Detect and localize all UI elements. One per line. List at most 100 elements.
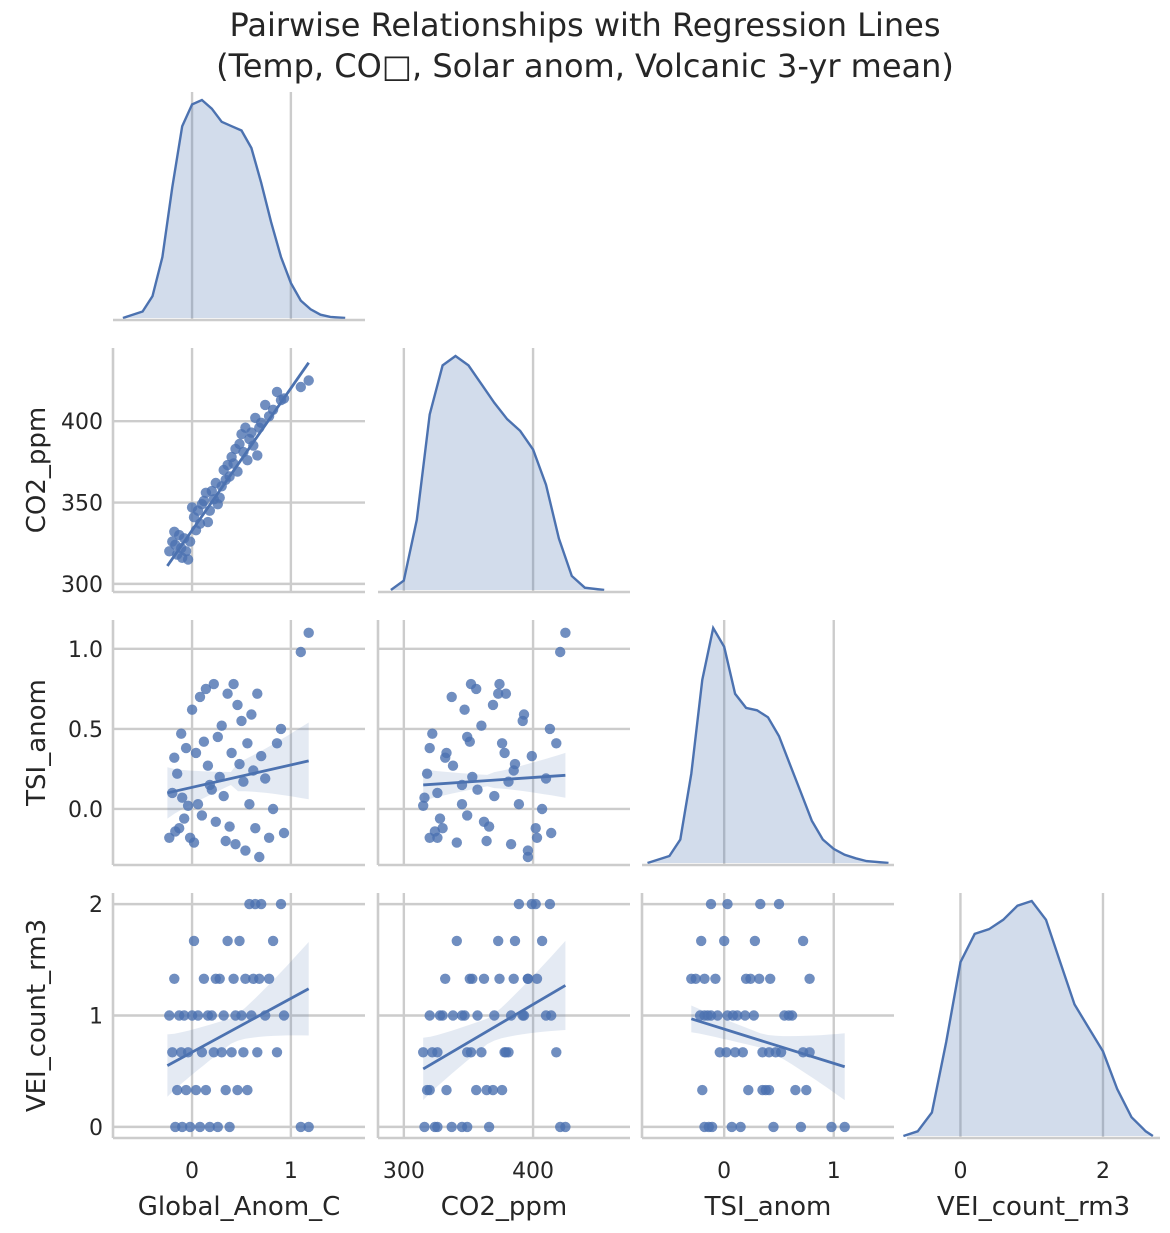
scatter-point bbox=[180, 1084, 192, 1096]
scatter-point bbox=[236, 1010, 247, 1021]
scatter-point bbox=[440, 973, 451, 984]
scatter-point bbox=[263, 973, 275, 984]
scatter-point bbox=[254, 973, 265, 984]
scatter-point bbox=[182, 800, 194, 811]
scatter-point bbox=[194, 518, 206, 529]
scatter-point bbox=[508, 765, 519, 776]
scatter-point bbox=[768, 1121, 779, 1133]
scatter-point bbox=[493, 688, 504, 699]
scatter-point bbox=[487, 1084, 499, 1096]
scatter-point bbox=[526, 898, 537, 910]
axis-labels: 300 350 400 0.0 0.5 1.0 0 1 2 0 1 Global_Anom_C 300 4… bbox=[22, 407, 1130, 1222]
scatter-point bbox=[184, 536, 196, 547]
scatter-point bbox=[795, 1121, 807, 1133]
scatter-point bbox=[465, 678, 477, 690]
scatter-point bbox=[278, 827, 290, 839]
scatter-point bbox=[560, 1121, 571, 1133]
scatter-point bbox=[424, 1084, 435, 1096]
scatter-point bbox=[260, 1010, 271, 1021]
scatter-point bbox=[242, 738, 253, 749]
kde-line-Global_Anom_C bbox=[122, 98, 346, 320]
scatter-point bbox=[441, 747, 452, 759]
scatter-point bbox=[192, 1010, 204, 1021]
regression-line bbox=[422, 984, 567, 1071]
scatter-point bbox=[184, 1121, 196, 1133]
scatter-point bbox=[177, 792, 188, 803]
panel-TSI_anom-vs-Global_Anom_C bbox=[111, 620, 365, 867]
panel-Global_Anom_C-vs-Global_Anom_C bbox=[113, 92, 365, 322]
scatter-point bbox=[783, 1010, 794, 1021]
scatter-point bbox=[295, 381, 306, 393]
scatter-point bbox=[705, 898, 717, 910]
scatter-point bbox=[476, 720, 487, 731]
scatter-point bbox=[526, 750, 537, 762]
scatter-point bbox=[489, 1010, 500, 1021]
scatter-point bbox=[208, 1047, 219, 1058]
scatter-point bbox=[432, 787, 443, 799]
scatter-point bbox=[174, 823, 185, 834]
scatter-point bbox=[244, 799, 255, 810]
scatter-point bbox=[267, 935, 279, 947]
scatter-point bbox=[208, 678, 219, 690]
scatter-point bbox=[194, 1121, 206, 1133]
scatter-point bbox=[218, 790, 229, 802]
figure-title-line2: (Temp, CO□, Solar anom, Volcanic 3-yr me… bbox=[216, 47, 954, 85]
scatter-point bbox=[494, 678, 505, 690]
ytick-label: 0.0 bbox=[68, 798, 103, 823]
scatter-point bbox=[263, 832, 275, 843]
scatter-point bbox=[696, 935, 707, 947]
scatter-point bbox=[462, 1121, 473, 1133]
scatter-point bbox=[745, 973, 756, 984]
scatter-point bbox=[182, 554, 194, 565]
scatter-point bbox=[212, 1121, 223, 1133]
scatter-point bbox=[513, 898, 525, 910]
scatter-point bbox=[804, 973, 815, 984]
scatter-point bbox=[451, 837, 462, 848]
yaxis-label-VEI_count_rm3: VEI_count_rm3 bbox=[22, 919, 52, 1112]
kde-line-VEI_count_rm3 bbox=[903, 899, 1154, 1138]
scatter-point bbox=[267, 404, 279, 415]
scatter-point bbox=[447, 760, 459, 771]
scatter-point bbox=[546, 827, 557, 839]
xaxis-label-TSI_anom: TSI_anom bbox=[704, 1192, 832, 1222]
scatter-point bbox=[275, 723, 287, 735]
scatter-point bbox=[434, 1010, 446, 1021]
scatter-point bbox=[204, 1121, 215, 1133]
scatter-point bbox=[544, 723, 556, 735]
kde-line-TSI_anom bbox=[647, 624, 889, 865]
scatter-point bbox=[555, 646, 566, 658]
ytick-label: 400 bbox=[61, 410, 103, 435]
scatter-point bbox=[192, 799, 204, 810]
ytick-label: 1 bbox=[89, 1005, 103, 1030]
scatter-point bbox=[176, 728, 187, 739]
xtick-label: 0 bbox=[717, 1159, 731, 1184]
scatter-point bbox=[226, 1047, 237, 1058]
panel-CO2_ppm-vs-CO2_ppm bbox=[378, 348, 630, 594]
scatter-point bbox=[169, 752, 180, 763]
panel-TSI_anom-vs-TSI_anom bbox=[642, 620, 894, 867]
scatter-point bbox=[694, 1010, 706, 1021]
scatter-point bbox=[220, 835, 231, 847]
scatter-point bbox=[196, 1047, 208, 1058]
scatter-point bbox=[216, 720, 227, 731]
scatter-point bbox=[202, 760, 214, 771]
panel-VEI_count_rm3-vs-Global_Anom_C bbox=[111, 893, 365, 1140]
scatter-point bbox=[509, 935, 521, 947]
scatter-point bbox=[206, 1010, 217, 1021]
scatter-point bbox=[214, 973, 225, 984]
scatter-point bbox=[710, 973, 721, 984]
scatter-point bbox=[432, 832, 443, 843]
xtick-label: 2 bbox=[1096, 1159, 1110, 1184]
scatter-point bbox=[224, 821, 235, 832]
scatter-point bbox=[228, 973, 239, 984]
scatter-point bbox=[735, 1121, 746, 1133]
scatter-point bbox=[278, 1010, 290, 1021]
scatter-point bbox=[536, 935, 548, 947]
scatter-point bbox=[451, 935, 462, 947]
scatter-point bbox=[446, 691, 457, 703]
scatter-point bbox=[220, 1084, 231, 1096]
scatter-point bbox=[232, 699, 243, 711]
scatter-point bbox=[188, 935, 200, 947]
scatter-point bbox=[427, 728, 438, 739]
scatter-point bbox=[194, 691, 206, 703]
